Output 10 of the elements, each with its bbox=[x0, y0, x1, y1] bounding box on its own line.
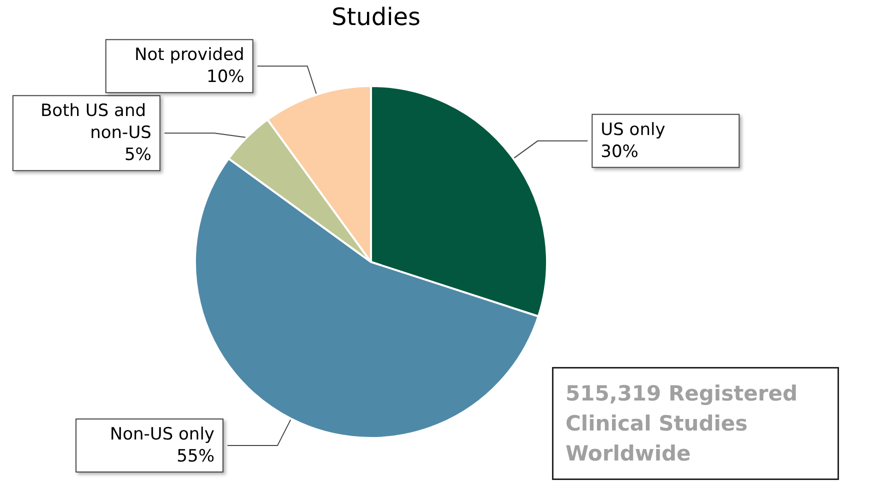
data-label: 30% bbox=[600, 142, 638, 162]
data-label: 55% bbox=[176, 446, 214, 467]
slice-label: Not provided bbox=[134, 45, 244, 66]
slice-label: Both US and non-US bbox=[40, 101, 152, 144]
data-label: 5% bbox=[124, 145, 152, 166]
text: 515,319 Registered Clinical Studies Worldwide bbox=[566, 382, 805, 466]
slice-label: Non-US only bbox=[110, 424, 214, 445]
slice-label: US only bbox=[600, 120, 666, 140]
data-label: 10% bbox=[206, 67, 244, 88]
chart-title: Studies bbox=[331, 3, 421, 31]
